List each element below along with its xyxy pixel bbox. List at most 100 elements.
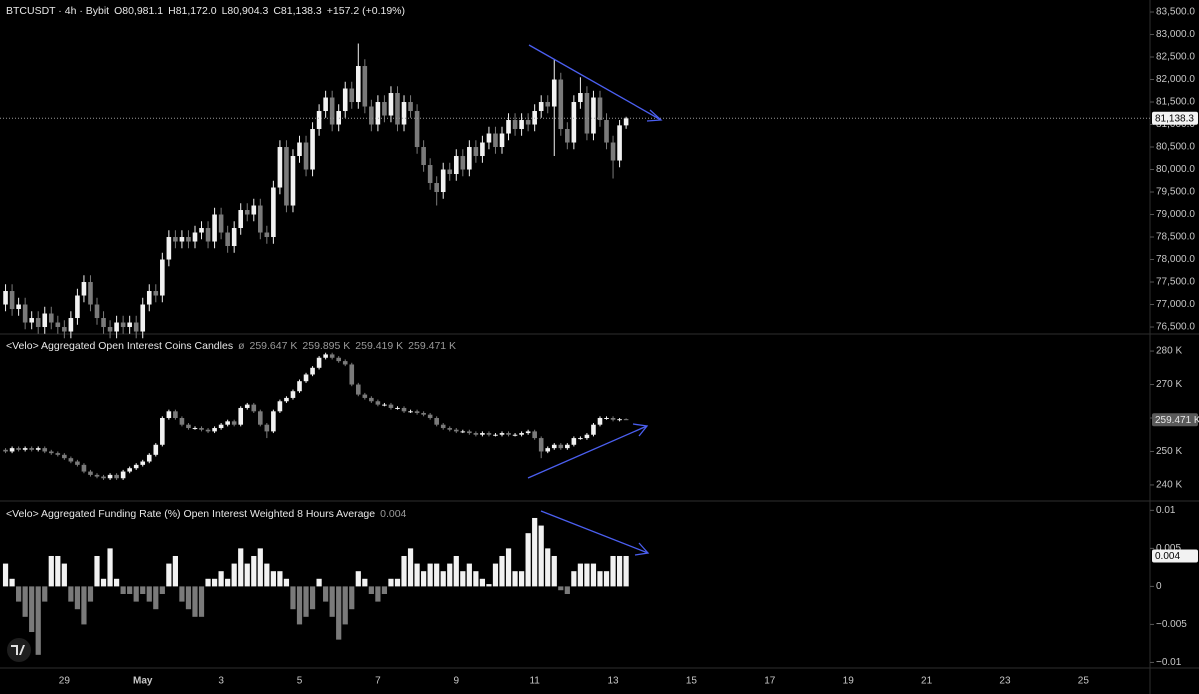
pane-legend: <Velo> Aggregated Funding Rate (%) Open … [6,508,411,520]
logo [7,638,31,662]
bar [525,533,531,587]
candle-body [153,291,159,296]
candle-body [453,156,459,175]
bar [120,586,126,595]
bar [368,586,374,595]
candle-body [538,102,544,112]
candle-body [395,93,400,125]
logo-badge [7,638,31,662]
candle-body [578,438,583,440]
x-tick-label: 5 [297,676,303,687]
candle-body [231,228,237,247]
candle-body [94,474,100,477]
bar [277,571,283,587]
y-tick-label: 82,000.0 [1156,74,1195,85]
candle-body [617,419,622,421]
candle-body [349,88,355,103]
last-value-label: 0.004 [1155,551,1180,562]
candle-body [421,412,426,415]
candle-body [120,471,126,479]
bar [518,571,525,587]
candle-body [88,282,93,305]
bar [2,563,9,587]
bar [362,578,368,587]
bar [616,555,623,587]
bar [55,555,61,587]
bar [505,548,512,587]
candle-body [545,448,551,452]
pane-legend: BTCUSDT · 4h · Bybit O80,981.1 H81,172.0 L8… [6,5,410,17]
bar [296,586,303,625]
candle-body [565,129,570,143]
candle-body [225,421,230,425]
candle-body [251,404,257,412]
y-tick-label: 0.005 [1156,543,1181,554]
x-tick-label: May [133,676,153,687]
candle-body [532,431,537,439]
candle-body [467,147,472,170]
bar [440,571,446,587]
legend-value: 0.004 [380,508,407,520]
bar [74,586,81,610]
y-tick-label: 83,000.0 [1156,29,1195,40]
bar [512,571,518,587]
legend-value: C81,138.3 [273,5,322,17]
bar [479,578,486,587]
y-tick-label: 77,000.0 [1156,299,1195,310]
candle-body [617,125,622,161]
candle-body [199,228,204,233]
candle-body [297,381,302,392]
bar [610,555,616,587]
candle-body [258,205,263,233]
candle-body [94,304,100,319]
candle-body [610,418,616,420]
bar [584,563,590,587]
candle-body [453,429,459,432]
candle-body [264,232,270,238]
arrow-head [632,423,649,437]
candle-body [244,404,250,408]
y-tick-label: 82,500.0 [1156,52,1195,63]
last-value-box [1152,413,1198,427]
candle-body [22,304,28,323]
bar [251,555,257,587]
bar [179,586,185,602]
candle-body [558,444,564,449]
candle-body [186,237,191,242]
candle-body [192,232,198,242]
candle-body [186,424,191,429]
candle-body [42,448,48,452]
bar [499,555,505,587]
candle-body [68,318,74,332]
bar [473,571,479,587]
bar [42,586,48,602]
candle-body [440,424,446,429]
x-tick-label: 9 [453,676,459,687]
candle-body [68,458,74,462]
bar [303,586,309,617]
bar [323,586,329,602]
bar [35,586,41,655]
candle-body [525,431,531,434]
bar [342,586,348,625]
candle-body [362,394,368,398]
pane-title: <Velo> Aggregated Open Interest Coins Ca… [6,340,234,352]
bar [421,571,427,587]
bar [114,578,120,587]
bar [538,525,544,587]
candle-body [16,448,21,450]
candle-body [310,129,315,170]
bar [166,563,172,587]
candle-body [146,291,152,305]
candle-body [604,120,609,143]
bar [590,563,597,587]
candle-body [310,367,315,375]
candle-body [434,183,439,193]
x-tick-label: 29 [59,676,71,687]
bar [270,571,276,587]
candle-body [545,102,551,107]
candle-body [506,120,511,134]
candle-body [591,97,596,134]
candle-body [290,391,296,398]
